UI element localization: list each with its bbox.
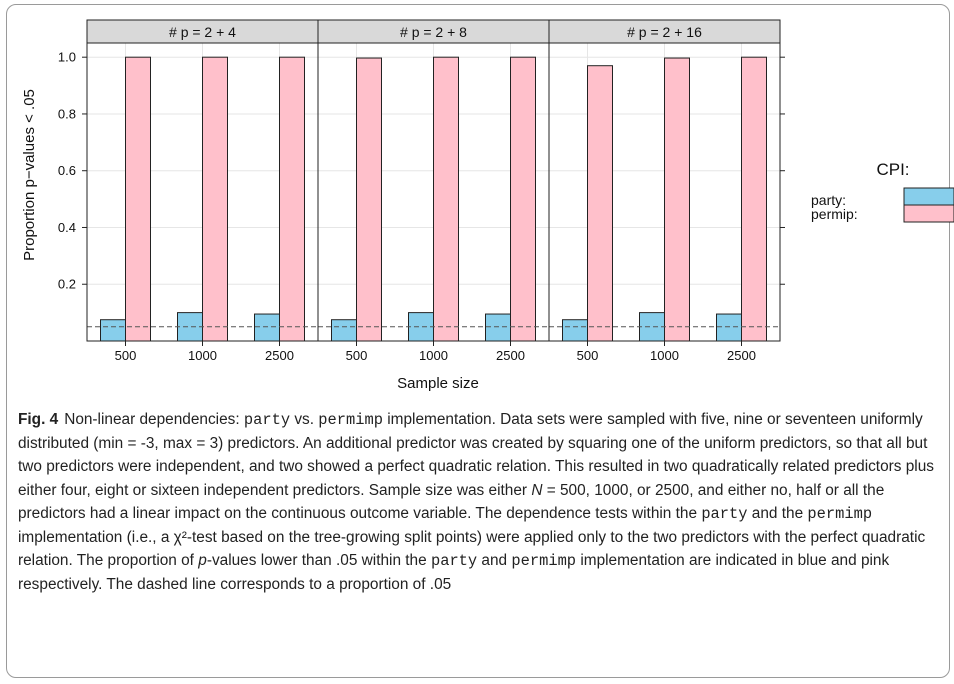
caption-text-8: implementation are indicated in blue and…: [18, 552, 890, 594]
legend-label-party: party:: [811, 192, 846, 208]
bar-party: [254, 313, 280, 342]
bar-party: [331, 319, 357, 342]
x-tick-label: 2500: [265, 348, 294, 363]
x-tick-label: 2500: [496, 348, 525, 363]
caption-text-5: implementation (i.e., a χ²-test based on…: [18, 529, 926, 570]
caption-party-code: party: [243, 411, 291, 429]
bar-permip: [433, 56, 459, 342]
legend-label-permip: permip:: [811, 206, 858, 222]
chart-text: 500 1000 2500 # p = 2 + 4 500 1000 2500 # p = 2…: [58, 24, 756, 363]
bar-permip: [587, 65, 613, 342]
y-tick-label: 0.6: [58, 163, 76, 178]
bar-party: [408, 312, 434, 342]
legend-swatch-permip: [903, 204, 954, 223]
panel-title: # p = 2 + 16: [627, 24, 702, 40]
bar-party: [639, 312, 665, 342]
caption-n-symbol: N: [531, 481, 543, 499]
x-tick-label: 1000: [650, 348, 679, 363]
caption-permimp-code: permimp: [318, 411, 383, 429]
y-tick-label: 0.8: [58, 106, 76, 121]
caption-text-7: and: [477, 552, 512, 570]
x-axis-label: Sample size: [397, 375, 479, 392]
legend-swatch-party: [903, 187, 954, 206]
caption-text-1: Non-linear dependencies:: [64, 411, 244, 428]
caption-text-2: implementation. Data sets were sampled w…: [18, 411, 934, 499]
bar-permip: [125, 56, 151, 342]
y-tick-label: 0.2: [58, 277, 76, 292]
bar-permip: [510, 56, 536, 342]
x-tick-label: 1000: [419, 348, 448, 363]
x-tick-label: 500: [346, 348, 368, 363]
bar-permip: [664, 57, 690, 342]
y-axis-label: Proportion p−values < .05: [21, 89, 38, 261]
bar-permip: [356, 57, 382, 342]
caption-text-6: -values lower than .05 within the: [206, 552, 431, 570]
panel-frame: [548, 42, 781, 342]
caption-vs: vs.: [290, 411, 319, 428]
panel-title: # p = 2 + 8: [400, 24, 467, 40]
legend-title: CPI:: [876, 160, 909, 179]
caption-p-symbol: p: [198, 552, 207, 570]
panel-frames: [82, 19, 785, 346]
caption-party-code-3: party: [430, 552, 478, 571]
caption-party-code-2: party: [701, 504, 748, 523]
caption-text-4: and the: [747, 504, 808, 522]
caption-label: Fig. 4: [18, 411, 59, 428]
bar-party: [100, 319, 126, 342]
bar-permip: [279, 56, 305, 342]
caption-permimp-code-2: permimp: [807, 504, 873, 523]
x-tick-label: 500: [577, 348, 599, 363]
bar-permip: [202, 56, 228, 342]
x-tick-label: 1000: [188, 348, 217, 363]
caption-permimp-code-3: permimp: [511, 552, 577, 571]
panel-title: # p = 2 + 4: [169, 24, 236, 40]
bar-party: [562, 319, 588, 342]
bar-party: [716, 313, 742, 342]
bar-chart: 500 1000 2500 # p = 2 + 4 500 1000 2500 # p = 2…: [21, 19, 954, 392]
x-tick-label: 2500: [727, 348, 756, 363]
y-tick-label: 0.4: [58, 220, 76, 235]
y-tick-label: 1.0: [58, 50, 76, 65]
caption-text-3: = 500, 1000, or 2500, and either no, hal…: [18, 481, 885, 522]
bar-permip: [741, 56, 767, 342]
figure-caption: Fig. 4 Non-linear dependencies: party vs.…: [18, 408, 946, 597]
bars-layer: [100, 56, 767, 342]
bar-party: [177, 312, 203, 342]
x-tick-label: 500: [115, 348, 137, 363]
bar-party: [485, 313, 511, 342]
